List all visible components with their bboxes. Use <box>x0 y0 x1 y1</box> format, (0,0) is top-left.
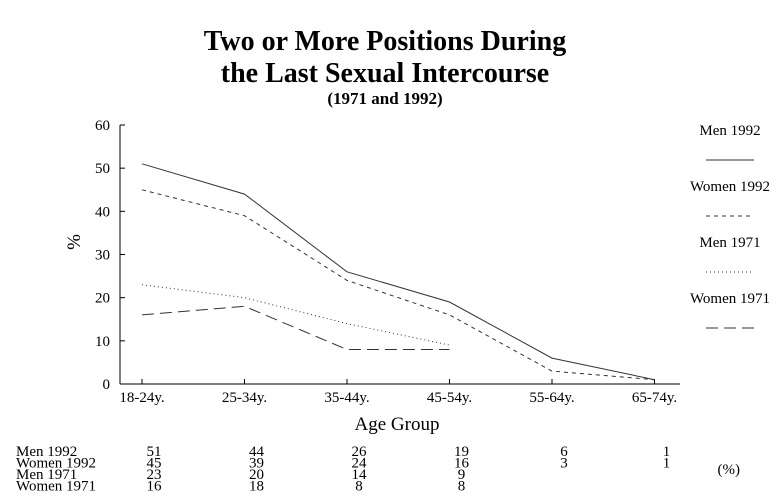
y-tick-label: 20 <box>95 291 110 307</box>
series-line-women-1992 <box>141 189 655 381</box>
table-cell: 16 <box>147 479 163 495</box>
x-axis-ticks: 18-24y. 25-34y. 35-44y. 45-54y. 55-64y. 65-74… <box>119 379 677 406</box>
x-tick-label: 35-44y. <box>324 390 369 406</box>
series-lines <box>141 163 655 381</box>
table-cell: 9 <box>458 467 466 483</box>
table-cell: 1 <box>663 444 671 460</box>
y-tick-label: 60 <box>95 118 110 134</box>
table-cell: 23 <box>147 467 162 483</box>
chart-title-line-2: the Last Sexual Intercourse <box>221 58 549 89</box>
series-line-men-1971 <box>141 284 450 346</box>
series-line-women-1971 <box>141 305 450 350</box>
x-tick-label: 25-34y. <box>222 390 267 406</box>
series-line-men-1992 <box>141 163 655 381</box>
axes <box>119 125 680 385</box>
table-cell: 26 <box>352 444 368 460</box>
table-cell: 1 <box>663 456 671 472</box>
table-row-label: Women 1992 <box>16 456 96 472</box>
table-row-label: Men 1992 <box>16 444 77 460</box>
data-table: Men 1992 51 44 26 19 6 1 Women 1992 45 39 24 16 3 1 Me… <box>16 444 670 495</box>
table-cell: 44 <box>249 444 265 460</box>
table-cell: 14 <box>352 467 368 483</box>
x-axis-label: Age Group <box>355 414 440 435</box>
y-tick-label: 50 <box>95 161 110 177</box>
chart-title-line-1: Two or More Positions During <box>204 26 566 57</box>
table-cell: 45 <box>147 456 162 472</box>
chart-subtitle: (1971 and 1992) <box>327 89 442 108</box>
table-cell: 24 <box>352 456 368 472</box>
legend-label: Women 1992 <box>690 179 770 195</box>
table-cell: 8 <box>355 479 363 495</box>
table-cell: 18 <box>249 479 264 495</box>
table-unit-label: (%) <box>718 462 741 478</box>
table-cell: 8 <box>458 479 466 495</box>
x-tick-label: 55-64y. <box>529 390 574 406</box>
table-cell: 3 <box>560 456 568 472</box>
y-tick-label: 10 <box>95 334 110 350</box>
table-cell: 39 <box>249 456 264 472</box>
y-tick-label: 30 <box>95 248 110 264</box>
legend-label: Men 1992 <box>699 123 760 139</box>
y-tick-label: 40 <box>95 204 110 220</box>
table-cell: 16 <box>454 456 470 472</box>
table-cell: 6 <box>560 444 568 460</box>
y-axis-label: % <box>64 234 85 250</box>
x-tick-label: 65-74y. <box>632 390 677 406</box>
table-row-label: Women 1971 <box>16 479 96 495</box>
y-tick-label: 0 <box>103 377 111 393</box>
legend-label: Men 1971 <box>699 235 760 251</box>
table-row-label: Men 1971 <box>16 467 77 483</box>
legend-label: Women 1971 <box>690 291 770 307</box>
x-tick-label: 45-54y. <box>427 390 472 406</box>
y-axis-ticks: 0 10 20 30 40 50 60 <box>95 118 125 393</box>
x-tick-label: 18-24y. <box>119 390 164 406</box>
legend: Men 1992 Women 1992 Men 1971 Women 1971 <box>690 123 770 329</box>
table-cell: 51 <box>147 444 162 460</box>
table-cell: 19 <box>454 444 469 460</box>
table-cell: 20 <box>249 467 264 483</box>
